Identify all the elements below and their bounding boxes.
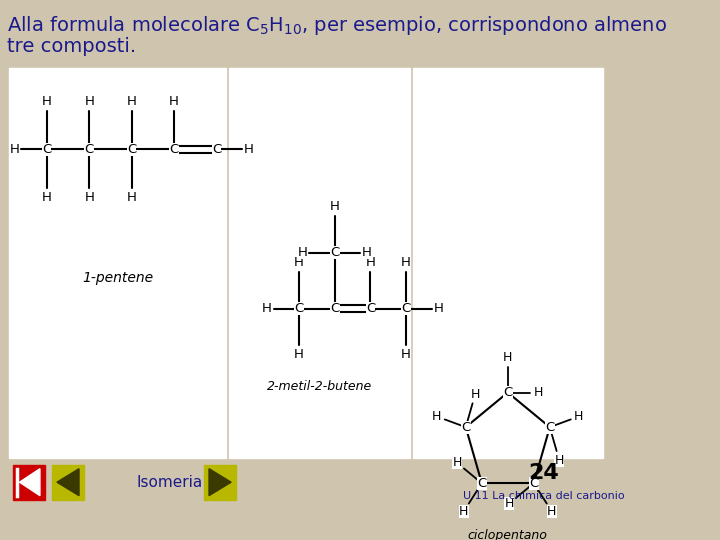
- Text: H: H: [84, 191, 94, 204]
- Text: H: H: [297, 246, 307, 259]
- Text: 24: 24: [528, 463, 559, 483]
- Text: C: C: [84, 143, 94, 156]
- Text: H: H: [262, 302, 271, 315]
- Bar: [413, 68, 603, 458]
- Text: C: C: [477, 477, 487, 490]
- Text: H: H: [294, 256, 304, 269]
- Text: H: H: [362, 246, 372, 259]
- Text: C: C: [461, 421, 470, 434]
- Text: H: H: [470, 388, 480, 401]
- Text: H: H: [554, 454, 564, 467]
- Bar: [204, 465, 236, 500]
- Text: C: C: [545, 421, 554, 434]
- Text: C: C: [294, 302, 304, 315]
- Text: Alla formula molecolare C$_5$H$_{10}$, per esempio, corrispondono almeno: Alla formula molecolare C$_5$H$_{10}$, p…: [6, 14, 667, 37]
- Text: H: H: [366, 256, 375, 269]
- Text: H: H: [401, 348, 411, 361]
- Text: C: C: [212, 143, 221, 156]
- Text: C: C: [170, 143, 179, 156]
- Text: C: C: [330, 246, 339, 259]
- Text: H: H: [547, 505, 557, 518]
- Text: H: H: [127, 191, 137, 204]
- Text: H: H: [244, 143, 254, 156]
- Text: 1-pentene: 1-pentene: [82, 271, 153, 285]
- Text: C: C: [127, 143, 136, 156]
- Text: H: H: [9, 143, 19, 156]
- Text: H: H: [504, 497, 513, 510]
- Text: H: H: [432, 410, 441, 423]
- Polygon shape: [19, 469, 40, 496]
- Text: C: C: [366, 302, 375, 315]
- Polygon shape: [57, 469, 79, 496]
- Polygon shape: [209, 469, 231, 496]
- Text: H: H: [534, 386, 543, 399]
- Bar: [13, 465, 45, 500]
- Text: C: C: [503, 386, 513, 399]
- Text: H: H: [84, 94, 94, 108]
- Text: H: H: [294, 348, 304, 361]
- Text: 2-metil-2-butene: 2-metil-2-butene: [267, 380, 372, 393]
- Text: ciclopentano: ciclopentano: [468, 529, 548, 540]
- Text: H: H: [574, 410, 584, 423]
- Text: H: H: [169, 94, 179, 108]
- Text: H: H: [127, 94, 137, 108]
- Text: C: C: [42, 143, 51, 156]
- Text: H: H: [401, 256, 411, 269]
- Text: C: C: [402, 302, 411, 315]
- Bar: [230, 68, 410, 458]
- Bar: [52, 465, 84, 500]
- Text: Isomeria: Isomeria: [137, 475, 203, 490]
- Text: H: H: [433, 302, 444, 315]
- Text: H: H: [42, 191, 52, 204]
- Text: H: H: [503, 352, 513, 365]
- Text: U 11 La chimica del carbonio: U 11 La chimica del carbonio: [463, 491, 625, 501]
- Text: tre composti.: tre composti.: [6, 37, 136, 56]
- Text: H: H: [452, 456, 462, 469]
- Text: H: H: [330, 200, 340, 213]
- Text: H: H: [42, 94, 52, 108]
- Bar: [9, 68, 226, 458]
- Text: C: C: [529, 477, 539, 490]
- Text: C: C: [330, 302, 339, 315]
- Text: H: H: [459, 505, 469, 518]
